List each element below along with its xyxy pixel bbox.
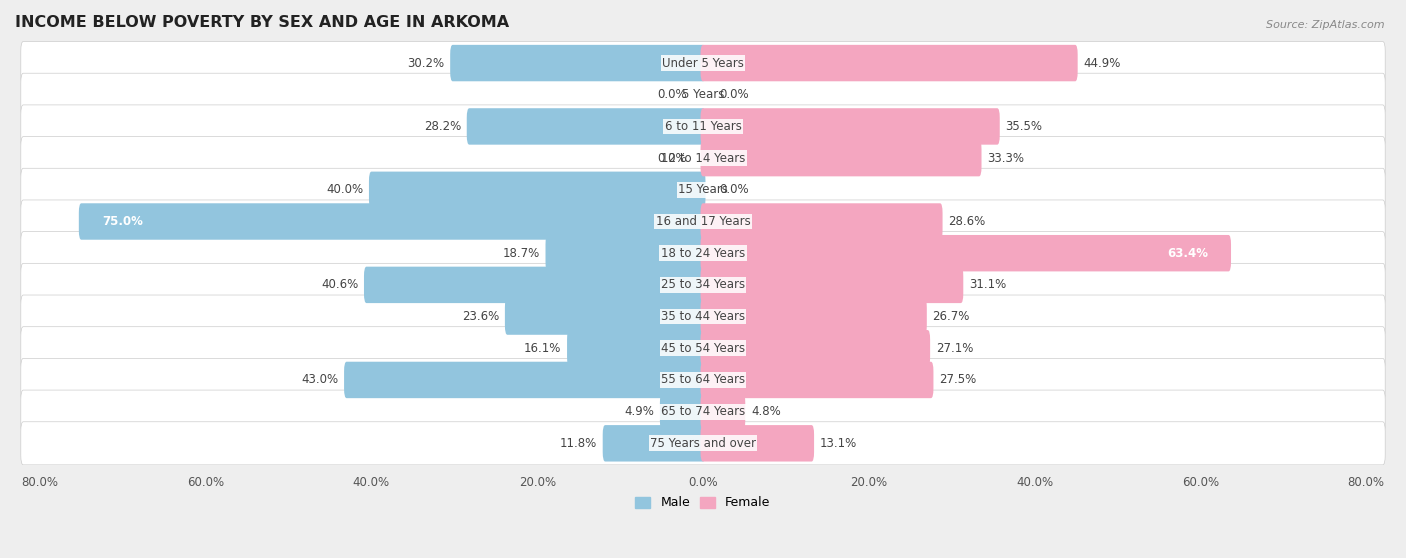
Text: 18 to 24 Years: 18 to 24 Years <box>661 247 745 259</box>
FancyBboxPatch shape <box>21 137 1385 180</box>
Text: 0.0%: 0.0% <box>657 88 686 101</box>
Text: 27.5%: 27.5% <box>939 373 977 387</box>
FancyBboxPatch shape <box>368 172 706 208</box>
FancyBboxPatch shape <box>700 267 963 303</box>
Text: 11.8%: 11.8% <box>560 437 598 450</box>
Text: 40.6%: 40.6% <box>321 278 359 291</box>
FancyBboxPatch shape <box>603 425 706 461</box>
FancyBboxPatch shape <box>21 232 1385 275</box>
FancyBboxPatch shape <box>364 267 706 303</box>
Text: 35.5%: 35.5% <box>1005 120 1043 133</box>
FancyBboxPatch shape <box>450 45 706 81</box>
Text: 0.0%: 0.0% <box>720 88 749 101</box>
FancyBboxPatch shape <box>700 362 934 398</box>
Text: 0.0%: 0.0% <box>657 152 686 165</box>
FancyBboxPatch shape <box>567 330 706 367</box>
FancyBboxPatch shape <box>700 140 981 176</box>
Text: 40.0%: 40.0% <box>326 184 363 196</box>
Text: 28.6%: 28.6% <box>949 215 986 228</box>
Text: 55 to 64 Years: 55 to 64 Years <box>661 373 745 387</box>
Text: 15 Years: 15 Years <box>678 184 728 196</box>
FancyBboxPatch shape <box>700 235 1232 271</box>
Text: 75 Years and over: 75 Years and over <box>650 437 756 450</box>
FancyBboxPatch shape <box>546 235 706 271</box>
FancyBboxPatch shape <box>21 390 1385 433</box>
Text: 16 and 17 Years: 16 and 17 Years <box>655 215 751 228</box>
Text: 63.4%: 63.4% <box>1167 247 1208 259</box>
FancyBboxPatch shape <box>467 108 706 145</box>
Text: 45 to 54 Years: 45 to 54 Years <box>661 341 745 355</box>
Text: 23.6%: 23.6% <box>461 310 499 323</box>
Text: Source: ZipAtlas.com: Source: ZipAtlas.com <box>1267 20 1385 30</box>
FancyBboxPatch shape <box>21 169 1385 211</box>
Text: 28.2%: 28.2% <box>423 120 461 133</box>
FancyBboxPatch shape <box>700 203 942 240</box>
FancyBboxPatch shape <box>21 200 1385 243</box>
Text: 33.3%: 33.3% <box>987 152 1025 165</box>
Text: 18.7%: 18.7% <box>502 247 540 259</box>
Text: 13.1%: 13.1% <box>820 437 858 450</box>
Text: Under 5 Years: Under 5 Years <box>662 56 744 70</box>
Text: 25 to 34 Years: 25 to 34 Years <box>661 278 745 291</box>
FancyBboxPatch shape <box>700 108 1000 145</box>
FancyBboxPatch shape <box>21 358 1385 402</box>
FancyBboxPatch shape <box>700 393 745 430</box>
Text: 6 to 11 Years: 6 to 11 Years <box>665 120 741 133</box>
Text: 31.1%: 31.1% <box>969 278 1007 291</box>
Text: 4.9%: 4.9% <box>624 405 654 418</box>
FancyBboxPatch shape <box>700 45 1077 81</box>
Text: 65 to 74 Years: 65 to 74 Years <box>661 405 745 418</box>
Text: 44.9%: 44.9% <box>1084 56 1121 70</box>
FancyBboxPatch shape <box>344 362 706 398</box>
Text: 27.1%: 27.1% <box>936 341 973 355</box>
FancyBboxPatch shape <box>21 295 1385 338</box>
FancyBboxPatch shape <box>505 299 706 335</box>
FancyBboxPatch shape <box>21 105 1385 148</box>
Text: 75.0%: 75.0% <box>103 215 143 228</box>
FancyBboxPatch shape <box>21 422 1385 465</box>
FancyBboxPatch shape <box>659 393 706 430</box>
Text: 12 to 14 Years: 12 to 14 Years <box>661 152 745 165</box>
Legend: Male, Female: Male, Female <box>630 492 776 514</box>
FancyBboxPatch shape <box>21 41 1385 85</box>
FancyBboxPatch shape <box>21 73 1385 116</box>
Text: INCOME BELOW POVERTY BY SEX AND AGE IN ARKOMA: INCOME BELOW POVERTY BY SEX AND AGE IN A… <box>15 15 509 30</box>
FancyBboxPatch shape <box>700 299 927 335</box>
FancyBboxPatch shape <box>79 203 706 240</box>
Text: 26.7%: 26.7% <box>932 310 970 323</box>
Text: 16.1%: 16.1% <box>524 341 561 355</box>
FancyBboxPatch shape <box>21 326 1385 370</box>
Text: 30.2%: 30.2% <box>408 56 444 70</box>
FancyBboxPatch shape <box>21 263 1385 306</box>
Text: 4.8%: 4.8% <box>751 405 780 418</box>
Text: 5 Years: 5 Years <box>682 88 724 101</box>
Text: 35 to 44 Years: 35 to 44 Years <box>661 310 745 323</box>
FancyBboxPatch shape <box>700 330 931 367</box>
Text: 0.0%: 0.0% <box>720 184 749 196</box>
FancyBboxPatch shape <box>700 425 814 461</box>
Text: 43.0%: 43.0% <box>301 373 339 387</box>
